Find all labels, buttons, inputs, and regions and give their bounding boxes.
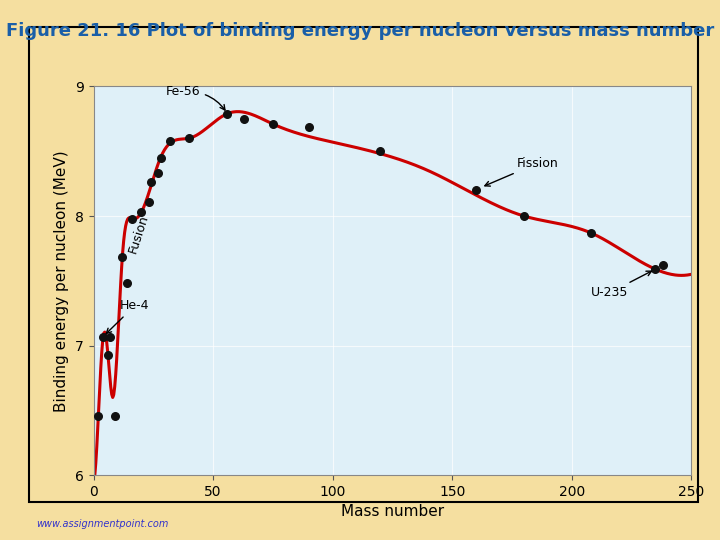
Point [222,109,233,118]
Point [135,208,147,217]
Point [649,265,661,273]
Point [153,169,164,178]
Text: Figure 21. 16 Plot of binding energy per nucleon versus mass number: Figure 21. 16 Plot of binding energy per… [6,22,714,39]
Point [238,114,250,123]
Point [97,332,109,341]
Point [657,261,668,269]
Point [121,279,132,288]
Y-axis label: Binding energy per nucleon (MeV): Binding energy per nucleon (MeV) [55,150,69,411]
Point [184,134,195,143]
Point [585,228,597,237]
Point [303,122,315,131]
Point [470,186,482,194]
Point [267,120,279,129]
Point [143,198,154,206]
Point [109,411,121,420]
Point [164,137,176,145]
Point [104,332,116,341]
Text: Fe-56: Fe-56 [166,85,225,110]
Text: Fission: Fission [485,157,559,186]
Point [93,411,104,420]
X-axis label: Mass number: Mass number [341,504,444,519]
Text: Fusion: Fusion [126,213,150,255]
Point [374,147,386,156]
Point [518,212,530,220]
Point [155,153,166,162]
Point [126,214,138,223]
Point [117,253,128,262]
Text: U-235: U-235 [591,271,652,299]
Text: He-4: He-4 [107,299,149,334]
Point [145,178,157,187]
Text: www.assignmentpoint.com: www.assignmentpoint.com [36,519,168,529]
Point [102,350,114,359]
